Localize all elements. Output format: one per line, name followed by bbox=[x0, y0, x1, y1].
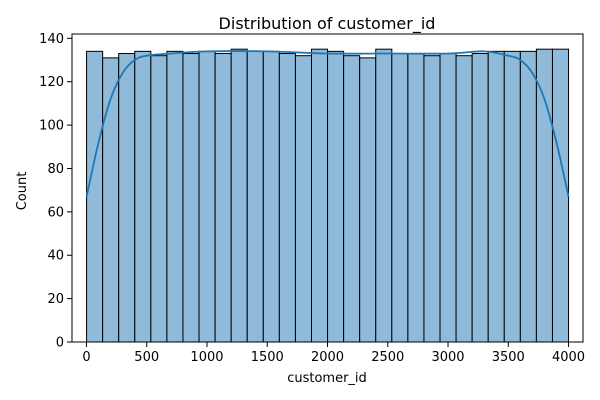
y-tick-label: 60 bbox=[47, 205, 64, 220]
histogram-bar bbox=[150, 55, 168, 343]
histogram-bar bbox=[471, 53, 489, 343]
histogram-bar bbox=[551, 48, 570, 343]
histogram-bar bbox=[246, 50, 264, 343]
histogram-bar bbox=[310, 48, 329, 343]
histogram-bar bbox=[455, 55, 473, 343]
histogram-bar bbox=[198, 50, 216, 343]
histogram-bar bbox=[182, 53, 200, 343]
y-tick-label: 20 bbox=[47, 292, 64, 307]
y-tick-label: 0 bbox=[56, 336, 64, 351]
histogram-bar bbox=[343, 55, 361, 343]
y-axis-label: Count bbox=[15, 172, 30, 211]
histogram-bar bbox=[503, 50, 521, 343]
histogram-bar bbox=[214, 53, 232, 343]
x-tick-label: 500 bbox=[134, 350, 159, 365]
histogram-bar bbox=[166, 50, 184, 343]
histogram-bar bbox=[375, 48, 393, 343]
histogram-bar bbox=[407, 53, 425, 343]
x-tick-label: 1000 bbox=[190, 350, 223, 365]
histogram-bar bbox=[391, 53, 409, 343]
chart-title: Distribution of customer_id bbox=[219, 14, 436, 34]
y-tick-label: 80 bbox=[47, 162, 64, 177]
x-tick-label: 0 bbox=[82, 350, 90, 365]
histogram-bar bbox=[86, 50, 104, 343]
histogram-bar bbox=[359, 57, 377, 343]
x-tick-label: 2500 bbox=[371, 350, 404, 365]
y-tick-label: 140 bbox=[39, 32, 64, 47]
histogram-bar bbox=[327, 50, 345, 343]
histogram-bar bbox=[118, 53, 136, 343]
histogram-bar bbox=[439, 53, 457, 343]
histogram-bars bbox=[86, 48, 570, 343]
histogram-bar bbox=[294, 55, 312, 343]
x-tick-label: 4000 bbox=[552, 350, 585, 365]
histogram-bar bbox=[278, 53, 296, 343]
y-tick-label: 40 bbox=[47, 249, 64, 264]
histogram-bar bbox=[262, 50, 280, 343]
x-tick-label: 3500 bbox=[492, 350, 525, 365]
x-tick-label: 2000 bbox=[311, 350, 344, 365]
histogram-bar bbox=[487, 50, 505, 343]
x-axis-ticks: 0 500 1000 1500 2000 2500 3000 3500 4000 bbox=[82, 342, 585, 365]
histogram-bar bbox=[423, 55, 441, 343]
histogram-bar bbox=[134, 50, 152, 343]
y-axis-ticks: 0 20 40 60 80 100 120 140 bbox=[39, 32, 72, 351]
histogram-bar bbox=[519, 50, 537, 343]
y-tick-label: 100 bbox=[39, 119, 64, 134]
histogram-bar bbox=[535, 48, 553, 343]
y-tick-label: 120 bbox=[39, 75, 64, 90]
x-tick-label: 1500 bbox=[251, 350, 284, 365]
histogram-bar bbox=[230, 48, 248, 343]
x-axis-label: customer_id bbox=[287, 371, 367, 386]
x-tick-label: 3000 bbox=[431, 350, 464, 365]
kde-curve bbox=[85, 50, 570, 197]
